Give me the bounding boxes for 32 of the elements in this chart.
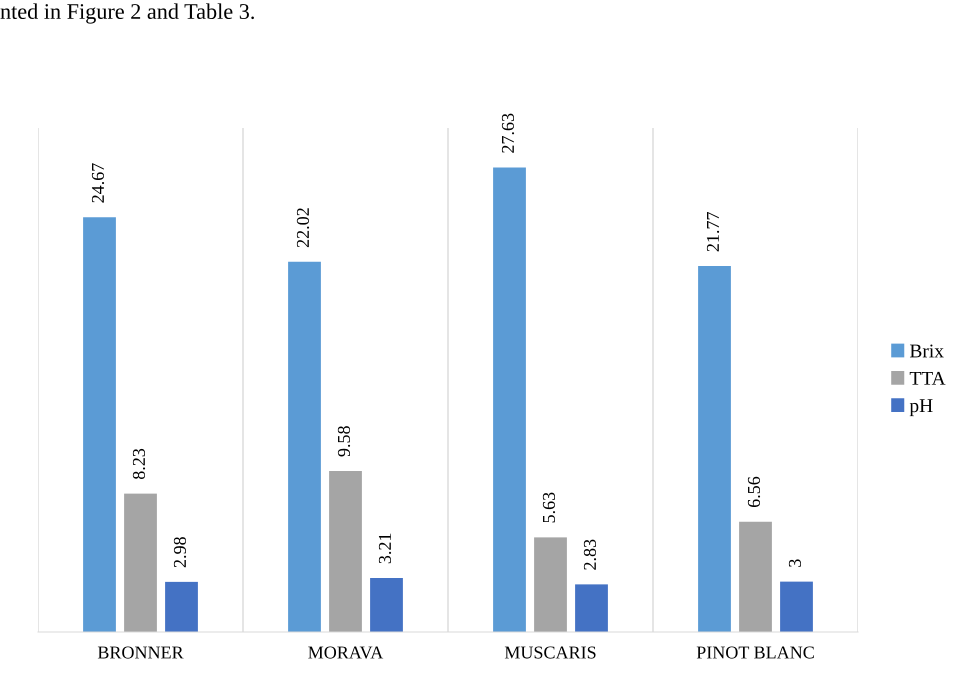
- bar: [493, 167, 526, 632]
- text: nted in Figure 2 and Table 3.: [0, 3, 254, 24]
- data-label: 6.56: [748, 476, 760, 508]
- data-label: 3.21: [378, 534, 392, 564]
- bar: [83, 217, 116, 632]
- data-label: 5.63: [542, 492, 556, 522]
- bar: [329, 470, 362, 632]
- bar: [739, 522, 772, 632]
- bar: [124, 494, 157, 632]
- data-label: 24.67: [92, 163, 104, 203]
- bar: [165, 582, 198, 632]
- legend-label: TTA: [910, 372, 946, 385]
- data-label: 21.77: [706, 212, 720, 252]
- data-label: 9.58: [338, 426, 350, 456]
- x-tick-label: PINOT BLANC: [696, 646, 814, 659]
- data-label: 3: [788, 559, 802, 567]
- data-label: 2.83: [584, 540, 596, 570]
- bar: [575, 584, 608, 632]
- legend-label: Brix: [910, 344, 944, 358]
- bar: [288, 262, 321, 632]
- bar: [698, 266, 731, 632]
- bar: [780, 582, 813, 632]
- data-label: 27.63: [502, 114, 514, 153]
- x-tick-label: MUSCARIS: [504, 646, 596, 659]
- data-label: 8.23: [132, 448, 146, 480]
- bar: [370, 578, 403, 632]
- x-tick-label: MORAVA: [308, 646, 384, 659]
- data-label: 22.02: [296, 208, 310, 248]
- bar: [534, 537, 567, 632]
- legend-label: pH: [910, 399, 933, 416]
- x-tick-label: BRONNER: [98, 646, 184, 659]
- data-label: 2.98: [174, 537, 186, 568]
